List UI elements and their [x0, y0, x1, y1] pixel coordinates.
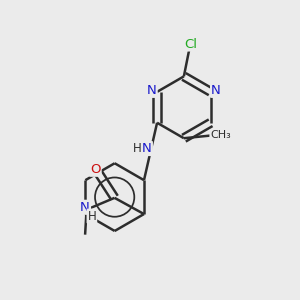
Text: O: O — [90, 163, 101, 176]
Text: CH₃: CH₃ — [210, 130, 231, 140]
Text: N: N — [211, 84, 221, 97]
Text: N: N — [147, 84, 157, 97]
Text: H: H — [88, 210, 96, 223]
Text: Cl: Cl — [185, 38, 198, 50]
Text: H: H — [133, 142, 142, 155]
Text: N: N — [142, 142, 152, 155]
Text: N: N — [80, 201, 90, 214]
